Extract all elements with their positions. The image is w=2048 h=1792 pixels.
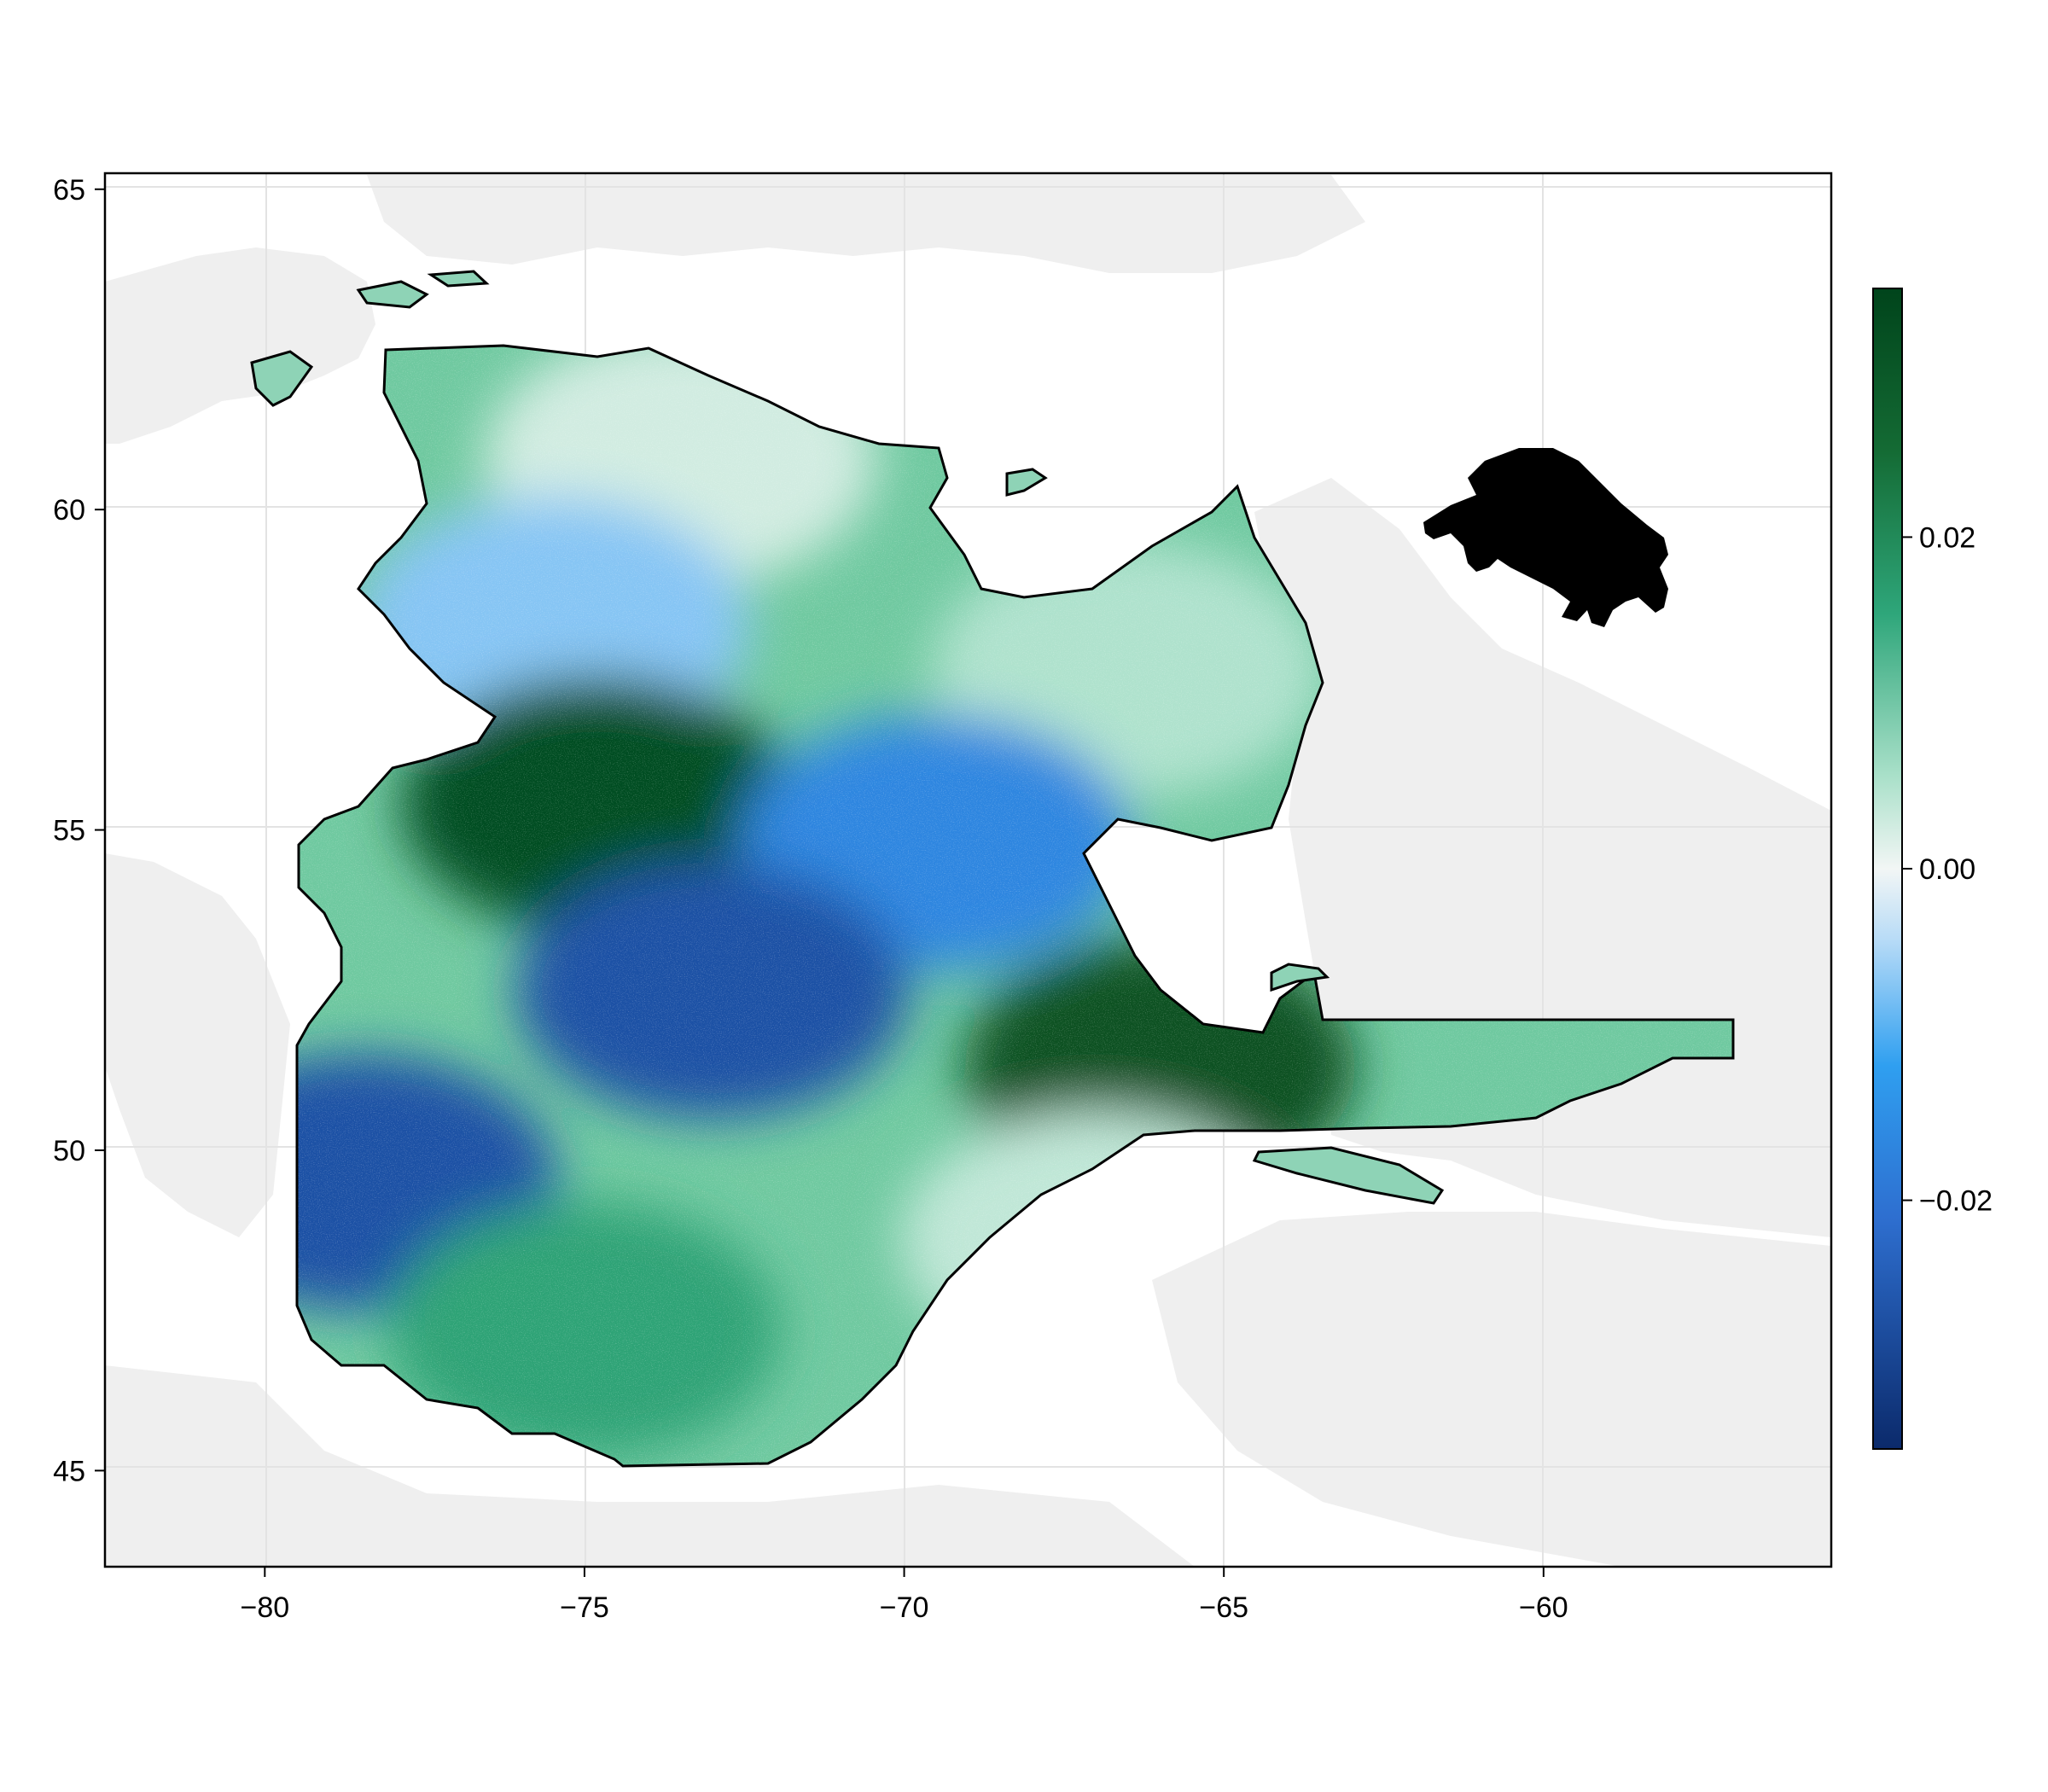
y-tick-label: 50 bbox=[53, 1135, 85, 1167]
wolverine-silhouette-icon bbox=[1423, 448, 1668, 627]
y-tick-label: 60 bbox=[53, 494, 85, 527]
plot-frame bbox=[103, 172, 1833, 1568]
colorbar: −0.02 0.00 0.02 bbox=[1872, 288, 1993, 1450]
y-tick-label: 45 bbox=[53, 1455, 85, 1487]
y-tick-label: 65 bbox=[53, 174, 85, 207]
colorbar-ticks: −0.02 0.00 0.02 bbox=[1902, 521, 1993, 1218]
x-tick-label: −80 bbox=[240, 1591, 289, 1624]
colorbar-bar bbox=[1872, 288, 1903, 1450]
x-tick-label: −60 bbox=[1519, 1591, 1568, 1624]
x-tick-label: −70 bbox=[880, 1591, 929, 1624]
y-tick-label: 55 bbox=[53, 815, 85, 847]
islands bbox=[250, 270, 1445, 1205]
colorbar-tick-label: 0.00 bbox=[1919, 853, 1975, 886]
x-tick-label: −65 bbox=[1199, 1591, 1248, 1624]
colorbar-tick-label: −0.02 bbox=[1919, 1185, 1993, 1218]
y-axis: 45 50 55 60 65 bbox=[53, 174, 105, 1487]
colorbar-tick-label: 0.02 bbox=[1919, 521, 1975, 554]
x-tick-label: −75 bbox=[560, 1591, 609, 1624]
x-axis: −80 −75 −70 −65 −60 bbox=[240, 1567, 1568, 1624]
